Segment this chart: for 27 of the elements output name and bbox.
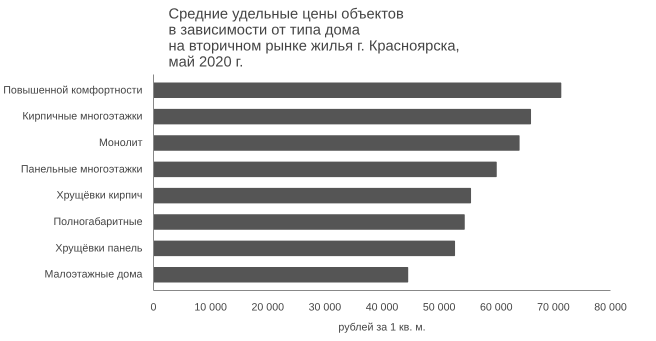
x-tick-label: 50 000 — [422, 302, 456, 314]
x-tick-label: 80 000 — [594, 302, 627, 314]
x-tick-label: 60 000 — [480, 302, 513, 314]
bar — [154, 214, 465, 230]
y-tick-label: Хрущёвки панель — [55, 242, 143, 254]
bar — [154, 266, 408, 282]
y-tick-label: Хрущёвки кирпич — [56, 190, 143, 202]
y-tick-label: Повышенной комфортности — [3, 84, 143, 96]
y-tick-label: Полногабаритные — [54, 216, 143, 228]
x-axis-title: рублей за 1 кв. м. — [338, 322, 426, 334]
bar — [154, 188, 472, 204]
x-tick-label: 30 000 — [308, 302, 342, 314]
x-tick-label: 40 000 — [366, 302, 398, 314]
bar — [154, 162, 497, 178]
bar — [154, 108, 532, 124]
bar — [154, 135, 520, 151]
x-tick-label: 0 — [150, 302, 157, 314]
bar — [154, 240, 456, 256]
y-tick-label: Панельные многоэтажки — [20, 163, 143, 176]
x-tick-label: 20 000 — [251, 302, 284, 314]
bar — [154, 82, 562, 98]
y-tick-label: Монолит — [98, 136, 143, 149]
x-tick-label: 10 000 — [194, 302, 227, 314]
chart-title: Средние удельные цены объектов в зависимости от типа дома на вторичном рынке жилья г. Красноярска, май 2020 г. — [168, 6, 460, 70]
y-tick-label: Кирпичные многоэтажки — [22, 110, 143, 123]
x-tick-label: 70 000 — [537, 302, 570, 314]
y-tick-label: Малоэтажные дома — [44, 268, 143, 281]
